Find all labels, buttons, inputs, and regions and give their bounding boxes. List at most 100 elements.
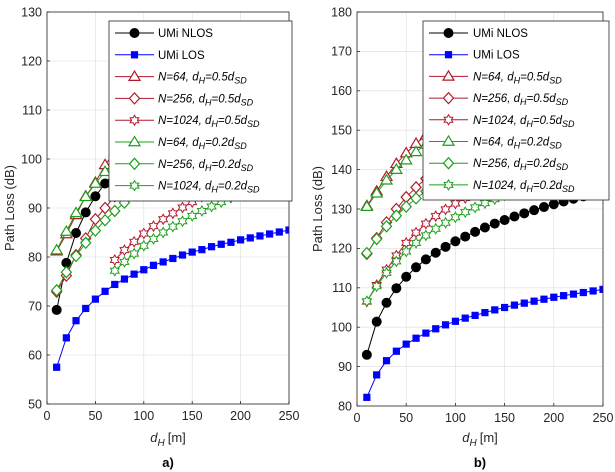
data-point [71, 227, 82, 238]
legend-label: N=64, dH=0.2dSD [158, 137, 247, 151]
x-axis-label-main-a: d [150, 430, 158, 445]
data-point [128, 247, 140, 260]
legend-marker [128, 92, 141, 105]
data-point [187, 209, 198, 222]
data-point [461, 314, 469, 322]
legend-label: UMi NLOS [473, 28, 528, 40]
legend-label: N=256, dH=0.2dSD [158, 159, 254, 173]
y-tick-label: 110 [22, 103, 42, 117]
data-point [80, 207, 91, 218]
data-point [379, 173, 394, 185]
data-point [510, 301, 519, 309]
x-tick-label: 200 [543, 411, 564, 425]
y-axis-label-b: Path Loss (dB) [310, 166, 325, 252]
data-point [177, 215, 188, 228]
legend-a: UMi NLOS UMi LOS N=64, dH=0.5dSD N=256, dH=… [108, 20, 293, 202]
data-point [148, 232, 159, 245]
data-point [69, 206, 83, 218]
data-point [470, 226, 481, 237]
data-point [589, 287, 597, 295]
data-point [206, 200, 217, 213]
data-point [412, 334, 420, 342]
legend-label: UMi NLOS [158, 28, 213, 40]
data-point [450, 197, 461, 210]
legend-box-a [108, 20, 293, 202]
data-point [237, 236, 245, 244]
y-tick-label: 110 [332, 281, 352, 295]
series-b-1 [363, 285, 603, 401]
x-tick-label: 150 [494, 411, 515, 425]
data-point [530, 297, 538, 305]
y-tick-label: 130 [331, 202, 352, 216]
legend-label: N=256, dH=0.5dSD [473, 93, 569, 107]
y-axis-label-a: Path Loss (dB) [2, 165, 17, 251]
legend-label: N=64, dH=0.5dSD [473, 71, 562, 85]
data-point [128, 235, 140, 248]
x-tick-label: 50 [88, 409, 102, 423]
x-tick-label: 0 [44, 409, 51, 423]
data-point [62, 334, 70, 342]
data-point [60, 265, 73, 279]
legend-entry: N=1024, dH=0.2dSD [429, 178, 575, 194]
data-point [256, 232, 264, 240]
legend-entry: UMi LOS [429, 50, 520, 62]
data-point [471, 311, 479, 319]
data-point [167, 207, 179, 220]
data-point [266, 230, 274, 238]
panel-label-b: b) [474, 455, 486, 470]
data-point [275, 228, 283, 236]
data-point [177, 201, 188, 214]
legend-marker [129, 114, 140, 127]
data-point [409, 145, 423, 157]
data-point [432, 325, 440, 333]
legend-marker [128, 157, 141, 171]
data-point [390, 209, 403, 223]
data-point [509, 211, 520, 222]
legend-entry: UMi LOS [115, 50, 205, 62]
data-point [169, 254, 177, 263]
legend-label: UMi LOS [473, 50, 520, 62]
x-ticks-a: 0 50 100 150 200 250 [44, 401, 299, 423]
data-point [98, 165, 112, 177]
data-point [50, 243, 64, 255]
data-point [500, 303, 509, 312]
y-tick-label: 90 [338, 360, 352, 374]
legend-label: N=64, dH=0.2dSD [473, 137, 562, 151]
data-point [99, 201, 111, 215]
data-point [440, 203, 451, 216]
x-tick-label: 0 [354, 411, 361, 425]
data-point [599, 285, 603, 293]
data-point [391, 283, 402, 294]
data-point [79, 236, 92, 250]
x-axis-label-sub-a: H [157, 438, 165, 449]
data-point [489, 218, 500, 229]
y-tick-label: 90 [28, 201, 42, 215]
data-point [380, 219, 393, 233]
x-tick-label: 200 [230, 409, 251, 423]
legend-label: N=256, dH=0.5dSD [158, 93, 254, 107]
y-tick-label: 120 [21, 54, 42, 68]
y-tick-label: 120 [331, 242, 352, 256]
legend-entry: N=64, dH=0.2dSD [115, 135, 247, 151]
data-point [159, 258, 167, 266]
x-ticks-b: 0 50 100 150 200 250 [354, 403, 614, 425]
data-point [157, 226, 169, 239]
legend-label: N=1024, dH=0.5dSD [473, 115, 575, 129]
legend-entry: N=256, dH=0.5dSD [429, 91, 569, 107]
data-point [207, 243, 216, 251]
legend-marker [444, 51, 453, 59]
data-point [70, 249, 82, 263]
data-point [227, 238, 235, 246]
y-tick-label: 70 [28, 299, 42, 313]
data-point [420, 254, 431, 265]
x-tick-label: 100 [445, 411, 466, 425]
data-point [363, 393, 371, 401]
legend-marker [442, 91, 455, 105]
data-point [491, 306, 499, 314]
legend-entry: N=64, dH=0.5dSD [115, 69, 247, 86]
data-point [157, 213, 169, 226]
x-tick-label: 250 [593, 411, 614, 425]
legend-entry: N=256, dH=0.2dSD [429, 156, 569, 172]
legend-entry: N=64, dH=0.2dSD [429, 134, 562, 151]
